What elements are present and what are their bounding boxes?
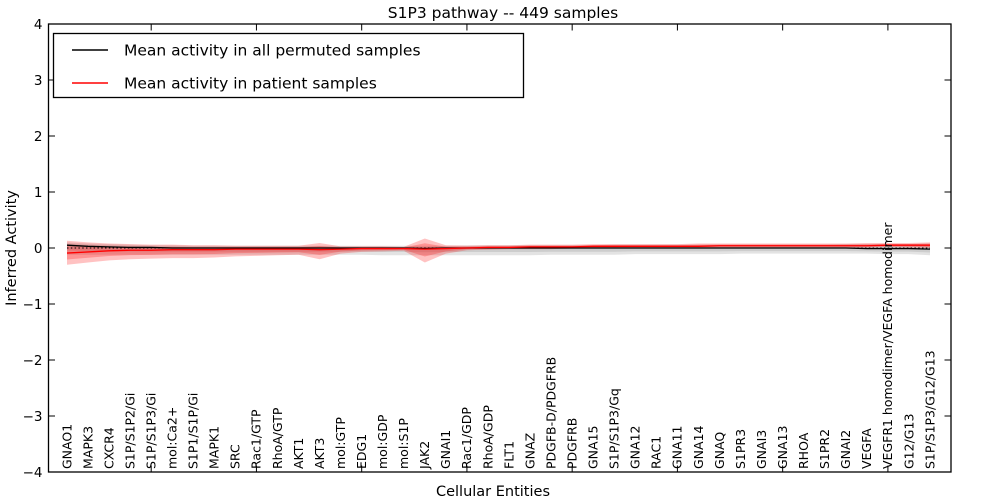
x-tick-label: RhoA/GDP	[480, 405, 495, 469]
x-tick-label: mol:GTP	[333, 417, 348, 469]
plot-frame: −4 −3 −2 −1 0 1 2 3 4	[23, 17, 952, 481]
x-tick-label: mol:GDP	[375, 414, 390, 469]
confidence-bands	[67, 238, 930, 265]
x-tick-label: AKT1	[291, 438, 306, 469]
x-tick-label: RAC1	[649, 436, 664, 469]
y-axis-label: Inferred Activity	[4, 190, 20, 306]
x-tick-label: MAPK1	[207, 426, 222, 469]
y-tick-label: 3	[34, 73, 43, 89]
x-tick-label: mol:S1P	[396, 418, 411, 469]
x-tick-label: FLT1	[501, 441, 516, 469]
y-tick-label: 4	[34, 17, 43, 33]
x-tick-label: GNA12	[628, 426, 643, 470]
x-tick-label: GNA11	[670, 426, 685, 470]
legend-label-permuted: Mean activity in all permuted samples	[124, 42, 421, 60]
x-tick-label: RHOA	[796, 432, 811, 469]
x-tick-label: Rac1/GTP	[249, 409, 264, 469]
y-tick-label: −1	[23, 297, 43, 313]
x-tick-label: VEGFA	[859, 428, 874, 469]
y-tick-label: −3	[23, 409, 43, 425]
x-tick-label: S1P/S1P3/Gi	[143, 393, 158, 469]
x-axis-label: Cellular Entities	[436, 484, 550, 500]
legend: Mean activity in all permuted samples Me…	[52, 32, 525, 99]
x-tick-label: AKT3	[312, 438, 327, 469]
x-tick-label: GNAO1	[59, 424, 74, 469]
x-tick-label: GNA13	[775, 426, 790, 470]
y-tick-label: 0	[34, 241, 43, 257]
x-tick-label: PDGFRB	[564, 418, 579, 469]
y-tick-label: 1	[34, 185, 43, 201]
x-tick-label: GNAQ	[712, 432, 727, 469]
x-tick-label: GNAI1	[438, 430, 453, 469]
x-tick-label: PDGFB-D/PDGFRB	[543, 357, 558, 469]
x-tick-label: GNAI3	[754, 430, 769, 469]
series-lines	[66, 244, 931, 254]
legend-box	[52, 32, 525, 99]
x-tick-label: CXCR4	[101, 427, 116, 469]
series-line-1	[66, 244, 930, 254]
legend-label-patient: Mean activity in patient samples	[124, 75, 377, 93]
x-tick-label: MAPK3	[80, 426, 95, 469]
y-tick-label: −2	[23, 353, 43, 369]
x-tick-labels: GNAO1 MAPK3 CXCR4 S1P/S1P2/Gi S1P/S1P3/Gi mol…	[59, 222, 937, 470]
band-outer-1	[67, 238, 930, 265]
chart-title: S1P3 pathway -- 449 samples	[388, 4, 618, 22]
x-tick-label: G12/G13	[901, 414, 916, 469]
x-tick-label: S1P1/S1P/Gi	[186, 393, 201, 469]
x-tick-label: S1P/S1P3/Gq	[607, 388, 622, 469]
y-tick-label: −4	[23, 465, 43, 481]
x-tick-label: VEGFR1 homodimer/VEGFA homodimer	[880, 222, 895, 469]
x-tick-label: GNA14	[691, 425, 706, 469]
x-tick-label: mol:Ca2+	[165, 407, 180, 469]
x-tick-label: GNA15	[586, 426, 601, 470]
x-tick-label: S1PR3	[733, 429, 748, 469]
x-tick-label: SRC	[228, 444, 243, 469]
x-tick-label: Rac1/GDP	[459, 407, 474, 469]
x-tick-label: JAK2	[417, 441, 432, 470]
x-tick-label: RhoA/GTP	[270, 407, 285, 469]
x-tick-label: S1PR2	[817, 429, 832, 469]
x-tick-label: S1P/S1P2/Gi	[122, 393, 137, 469]
x-tick-label: GNAI2	[838, 430, 853, 469]
x-tick-label: EDG1	[354, 434, 369, 469]
y-tick-label: 2	[34, 129, 43, 145]
x-tick-label: GNAZ	[522, 433, 537, 469]
x-tick-label: S1P/S1P3/G12/G13	[922, 350, 937, 469]
band-inner-1	[67, 243, 930, 260]
